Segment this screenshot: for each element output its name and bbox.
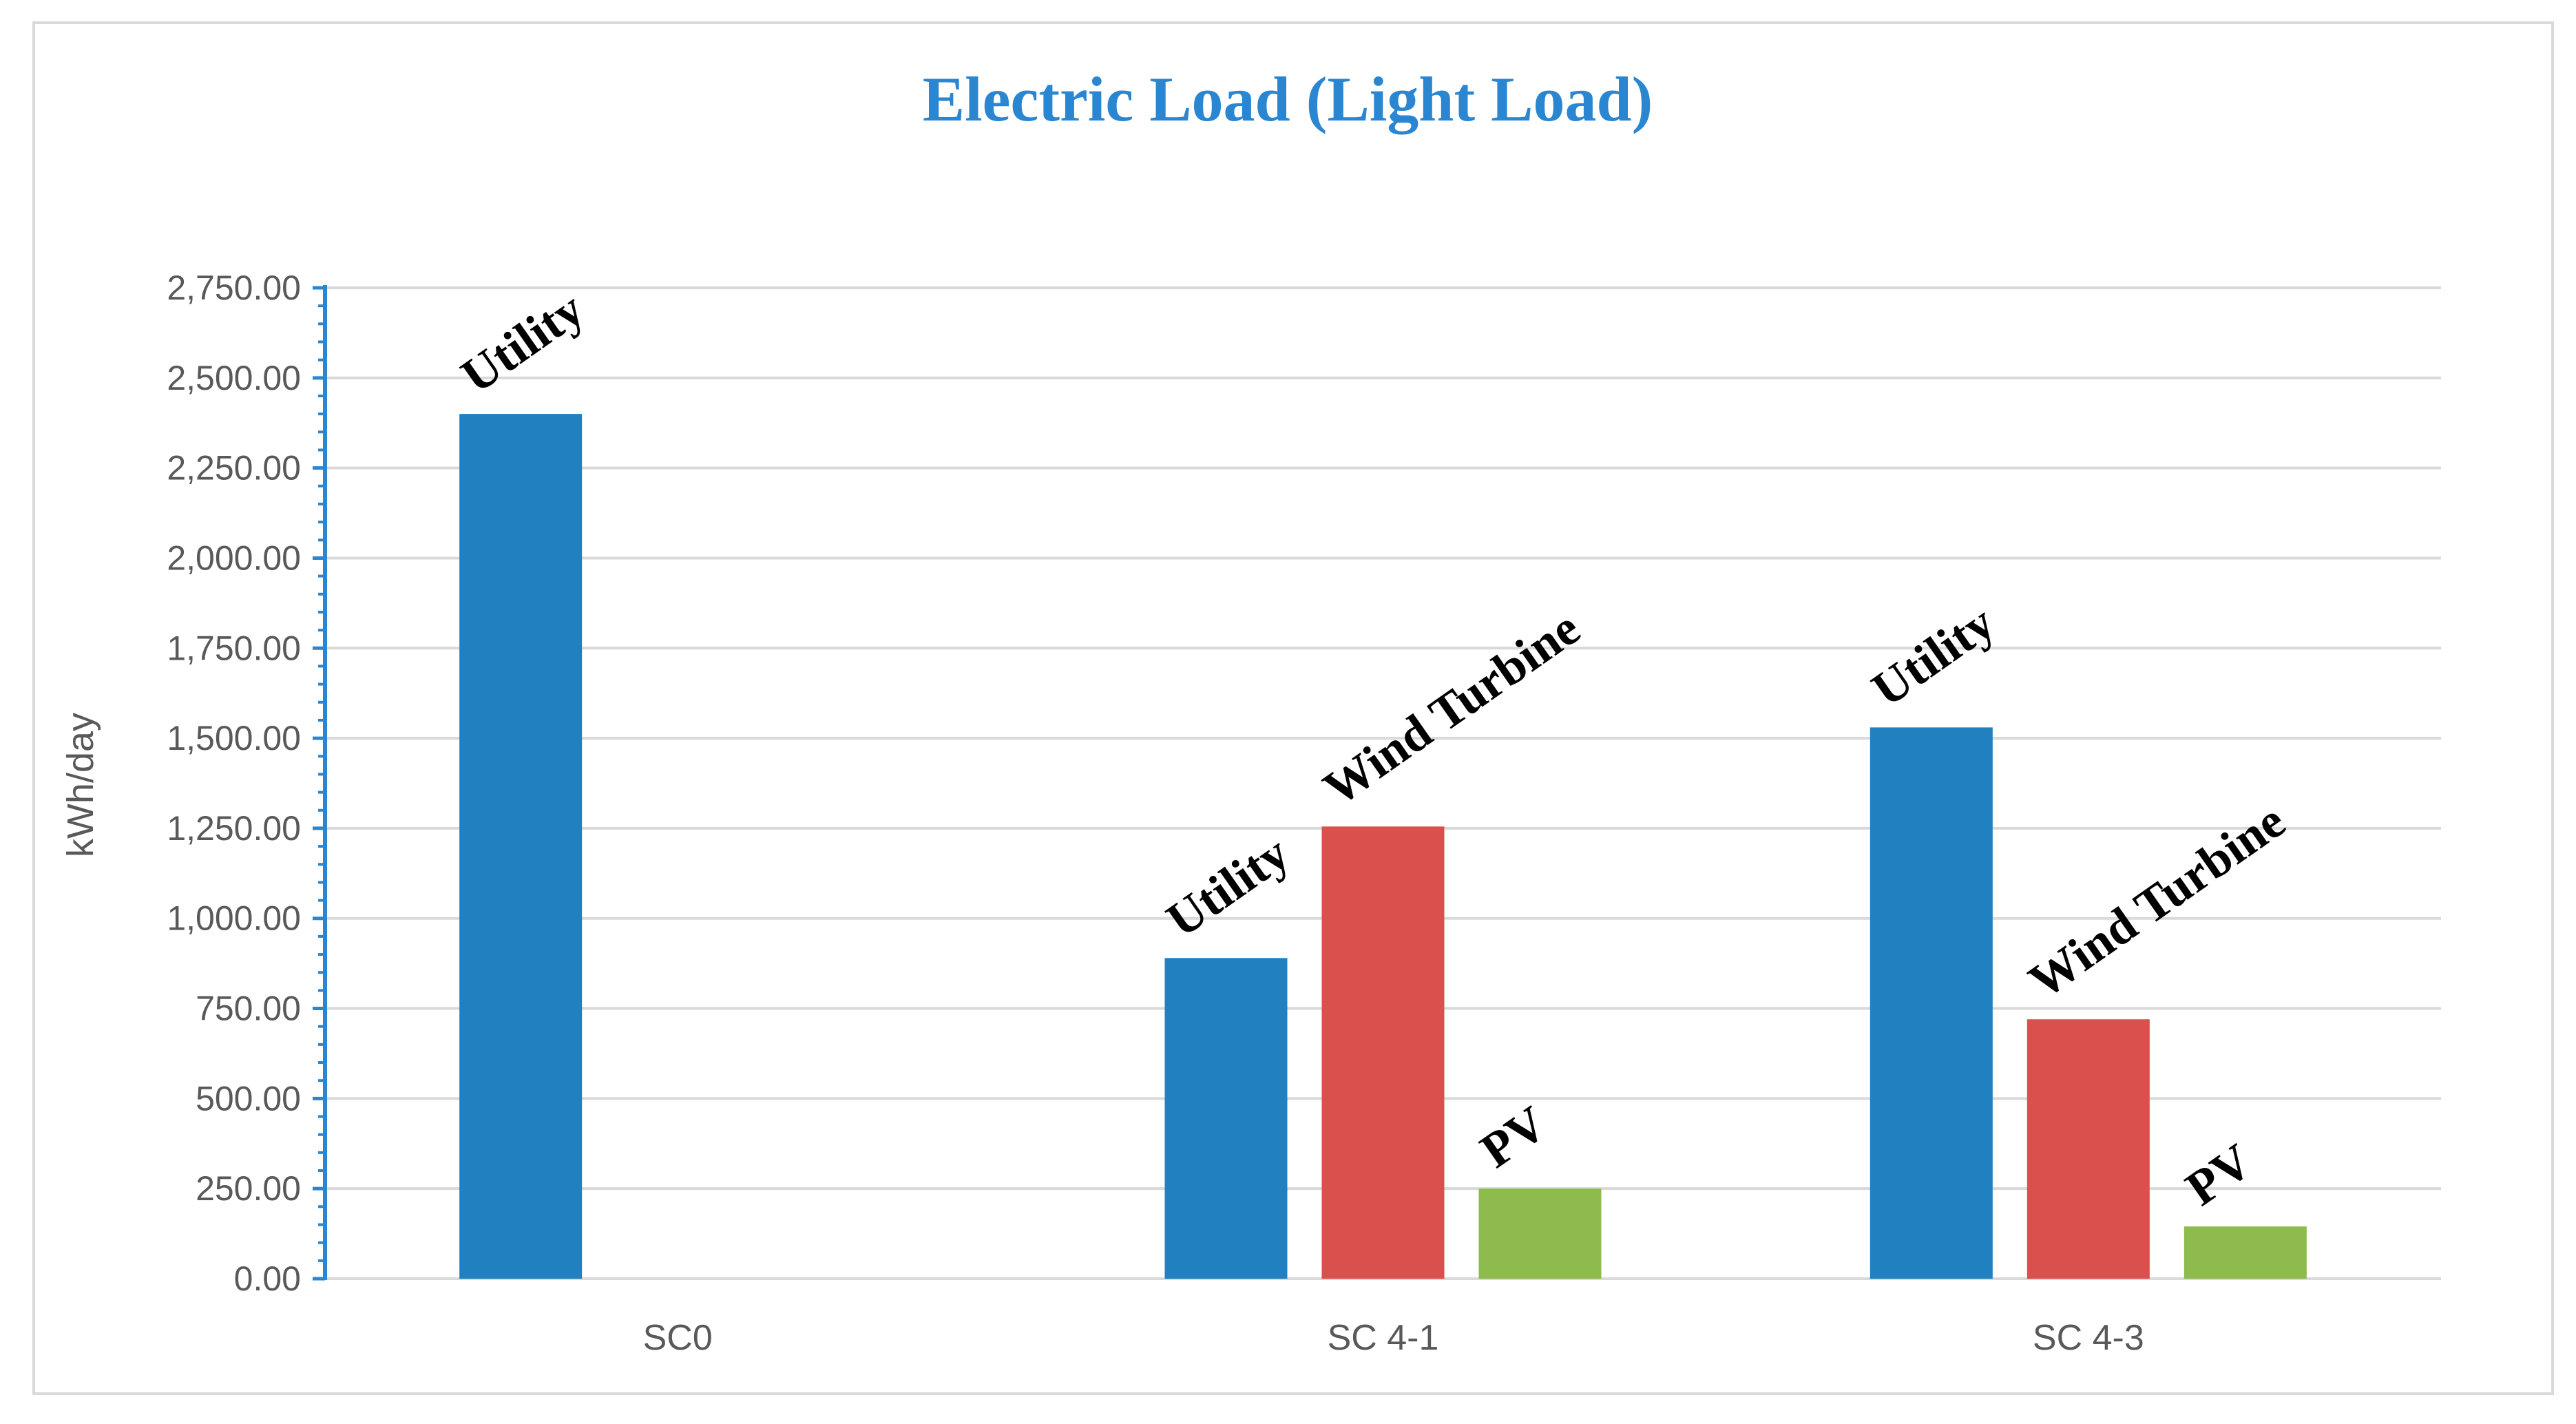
bar <box>1870 727 1993 1279</box>
category-labels: SC0 SC 4-1 SC 4-3 <box>643 1318 2144 1358</box>
category-label: SC 4-1 <box>1328 1318 1439 1358</box>
bar <box>1164 958 1288 1279</box>
y-tick-label: 500.00 <box>196 1079 301 1118</box>
category-label: SC 4-3 <box>2033 1318 2144 1358</box>
bar <box>2027 1019 2150 1279</box>
bar-data-label: PV <box>1471 1096 1557 1179</box>
y-axis <box>313 285 327 1281</box>
y-tick-label: 1,250.00 <box>167 809 301 848</box>
bar-data-label: PV <box>2176 1133 2262 1217</box>
y-tick-label: 1,000.00 <box>167 899 301 938</box>
y-tick-label: 250.00 <box>196 1169 301 1208</box>
y-tick-label: 2,750.00 <box>167 269 301 307</box>
y-axis-title: kWh/day <box>60 713 101 857</box>
y-tick-label: 2,000.00 <box>167 538 301 577</box>
chart-title: Electric Load (Light Load) <box>923 64 1653 134</box>
y-tick-label: 0.00 <box>234 1259 301 1298</box>
bar-data-label: Utility <box>1157 825 1299 947</box>
bar-data-label: Wind Turbine <box>2019 793 2295 1009</box>
bar-data-label: Wind Turbine <box>1314 600 1590 817</box>
bars <box>459 414 2307 1279</box>
y-tick-label: 1,750.00 <box>167 629 301 667</box>
y-tick-label: 2,250.00 <box>167 449 301 488</box>
y-tick-labels: 0.00 250.00 500.00 750.00 1,000.00 1,250.00 1,… <box>167 269 301 1298</box>
category-label: SC0 <box>643 1318 713 1358</box>
bar <box>1478 1189 1602 1279</box>
y-tick-label: 750.00 <box>196 990 301 1028</box>
y-tick-label: 1,500.00 <box>167 719 301 757</box>
bar-data-label: Utility <box>1862 595 2004 718</box>
bar <box>459 414 583 1279</box>
bar-data-label: Utility <box>451 281 593 404</box>
bar <box>2184 1226 2307 1279</box>
y-tick-label: 2,500.00 <box>167 359 301 397</box>
bar <box>1321 826 1445 1279</box>
